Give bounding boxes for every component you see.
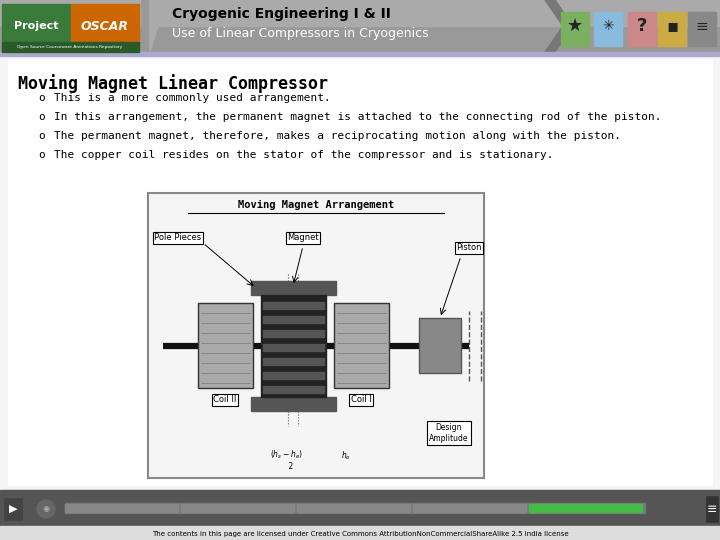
Text: The copper coil resides on the stator of the compressor and is stationary.: The copper coil resides on the stator of… — [54, 150, 554, 160]
Bar — [0, 0, 720, 26]
Text: o: o — [39, 150, 45, 160]
Bar — [263, 386, 324, 393]
Bar — [71, 4, 139, 48]
Bar — [263, 302, 324, 309]
Text: $h_o$: $h_o$ — [341, 450, 351, 462]
Bar — [0, 0, 720, 52]
Bar — [628, 12, 656, 46]
Polygon shape — [150, 0, 166, 52]
Circle shape — [37, 500, 55, 518]
Text: OSCAR: OSCAR — [81, 19, 129, 32]
Bar — [594, 12, 622, 46]
Bar — [0, 527, 720, 540]
Polygon shape — [545, 0, 573, 52]
Text: ★: ★ — [567, 17, 583, 35]
Bar — [419, 318, 461, 373]
Bar — [251, 281, 336, 295]
Text: Piston: Piston — [456, 244, 482, 253]
Bar — [263, 344, 324, 351]
Text: o: o — [39, 93, 45, 103]
Bar — [0, 56, 720, 490]
Bar — [0, 490, 720, 526]
Bar — [688, 12, 716, 46]
Bar — [263, 372, 324, 379]
Text: ≡: ≡ — [707, 503, 717, 516]
Bar — [8, 60, 712, 485]
Polygon shape — [142, 0, 158, 52]
Bar — [2, 4, 70, 48]
Text: ‹: ‹ — [339, 526, 345, 540]
Text: Moving Magnet Arrangement: Moving Magnet Arrangement — [238, 200, 394, 210]
Bar — [65, 503, 645, 513]
Text: Project: Project — [14, 21, 58, 31]
Bar — [413, 504, 526, 512]
Text: The permanent magnet, therefore, makes a reciprocating motion along with the pis: The permanent magnet, therefore, makes a… — [54, 131, 621, 141]
Text: ?: ? — [636, 17, 647, 35]
Bar — [330, 527, 354, 539]
Bar — [251, 397, 336, 411]
Bar — [658, 12, 686, 46]
Text: In this arrangement, the permanent magnet is attached to the connecting rod of t: In this arrangement, the permanent magne… — [54, 112, 662, 122]
Text: ▶: ▶ — [9, 504, 17, 514]
Text: Coil II: Coil II — [213, 395, 237, 404]
Bar — [529, 504, 642, 512]
Text: ≡: ≡ — [696, 18, 708, 33]
Text: ◉: ◉ — [42, 504, 50, 514]
Text: o: o — [39, 112, 45, 122]
Bar — [148, 193, 484, 478]
Bar — [0, 52, 720, 56]
Text: ✳: ✳ — [602, 19, 614, 33]
Bar — [198, 303, 253, 388]
Bar — [261, 295, 326, 397]
Text: $(h_s - h_e)$
    2: $(h_s - h_e)$ 2 — [269, 449, 302, 471]
Text: Moving Magnet Linear Compressor: Moving Magnet Linear Compressor — [18, 74, 328, 93]
Text: The contents in this page are licensed under Creative Commons AttributionNonComm: The contents in this page are licensed u… — [152, 531, 568, 537]
Text: Magnet: Magnet — [287, 233, 319, 242]
Bar — [263, 316, 324, 323]
Text: Cryogenic Engineering I & II: Cryogenic Engineering I & II — [172, 7, 391, 21]
Bar — [181, 504, 294, 512]
Text: Design
Amplitude: Design Amplitude — [429, 423, 469, 443]
Text: This is a more commonly used arrangement.: This is a more commonly used arrangement… — [54, 93, 330, 103]
Bar — [706, 496, 718, 522]
Bar — [263, 358, 324, 365]
Text: Open Source Courseware Animations Repository: Open Source Courseware Animations Reposi… — [17, 45, 122, 49]
Bar — [2, 42, 139, 52]
Text: Coil I: Coil I — [351, 395, 372, 404]
Bar — [263, 330, 324, 337]
Text: Use of Linear Compressors in Cryogenics: Use of Linear Compressors in Cryogenics — [172, 28, 428, 40]
Text: o: o — [39, 131, 45, 141]
Bar — [0, 526, 720, 540]
Bar — [334, 303, 389, 388]
Bar — [366, 527, 390, 539]
Text: Pole Pieces: Pole Pieces — [154, 233, 202, 242]
Bar — [4, 498, 22, 520]
Text: ▪: ▪ — [666, 17, 678, 35]
Bar — [561, 12, 589, 46]
Bar — [297, 504, 410, 512]
Bar — [65, 504, 178, 512]
Text: ›: › — [375, 526, 381, 540]
